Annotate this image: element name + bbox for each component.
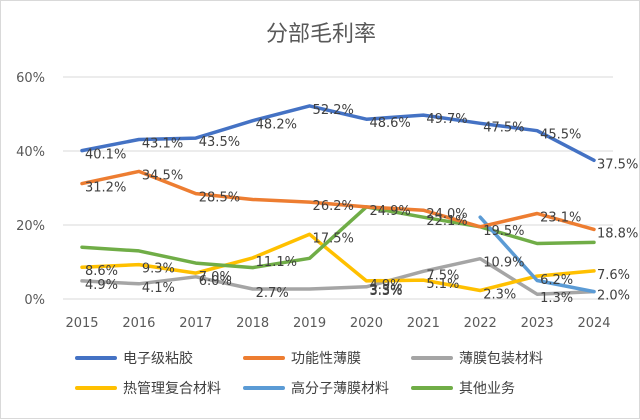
x-tick-label: 2020: [350, 316, 383, 331]
gridlines: [63, 76, 613, 300]
series-lines: [80, 104, 596, 296]
series-line-4: [80, 232, 596, 293]
x-tick-labels: 2015 2016 2017 2018 2019 2020 2021 2022 2023 2024: [65, 316, 610, 331]
data-label: 9.3%: [142, 262, 175, 277]
data-label: 11.1%: [256, 255, 297, 270]
legend-label-1: 电子级粘胶: [123, 350, 193, 367]
data-label: 52.2%: [313, 103, 354, 118]
data-label: 7.5%: [426, 268, 459, 283]
data-label: 22.1%: [426, 214, 467, 229]
data-label: 10.9%: [483, 256, 524, 271]
data-label: 28.5%: [199, 191, 240, 206]
series-line-3: [80, 256, 596, 296]
x-tick-label: 2023: [521, 316, 554, 331]
data-label: 48.6%: [369, 116, 410, 131]
data-label: 47.5%: [483, 120, 524, 135]
x-tick-label: 2016: [122, 316, 155, 331]
series-line-1: [80, 104, 596, 163]
data-label: 23.1%: [540, 211, 581, 226]
chart-title: 分部毛利率: [266, 22, 376, 47]
x-tick-label: 2018: [236, 316, 269, 331]
data-label: 5.1%: [426, 277, 459, 292]
data-label: 17.5%: [313, 231, 354, 246]
data-label: 19.5%: [483, 224, 524, 239]
data-label: 37.5%: [597, 157, 638, 172]
data-label: 3.5%: [369, 283, 402, 298]
data-label: 24.0%: [426, 207, 467, 222]
data-label: 26.2%: [313, 199, 354, 214]
data-label: 4.1%: [142, 281, 175, 296]
data-label: 31.2%: [85, 181, 126, 196]
x-tick-label: 2021: [407, 316, 440, 331]
legend-label-4: 热管理复合材料: [123, 380, 221, 397]
y-tick-labels: 0% 20% 40% 60%: [16, 71, 45, 308]
y-tick-label: 60%: [16, 71, 45, 86]
series-line-2: [80, 169, 596, 232]
data-labels: 40.1% 43.1% 43.5% 48.2% 52.2% 48.6% 49.7% 47.5%…: [85, 103, 638, 306]
x-tick-label: 2017: [179, 316, 212, 331]
y-tick-label: 40%: [16, 145, 45, 160]
series-line-5: [478, 215, 596, 294]
data-label: 6.2%: [540, 273, 573, 288]
data-label: 18.8%: [597, 226, 638, 241]
data-label: 7.0%: [199, 270, 232, 285]
legend-label-2: 功能性薄膜: [291, 351, 361, 367]
data-label: 4.9%: [85, 278, 118, 293]
series-line-6: [80, 205, 596, 270]
data-label: 7.6%: [597, 268, 630, 283]
data-label: 8.6%: [85, 264, 118, 279]
data-label: 6.0%: [199, 274, 232, 289]
data-label: 40.1%: [85, 148, 126, 163]
data-label: 1.3%: [540, 291, 573, 306]
y-tick-label: 20%: [16, 219, 45, 234]
data-label: 3.3%: [369, 284, 402, 299]
data-label: 43.5%: [199, 135, 240, 150]
legend-label-6: 其他业务: [459, 381, 515, 397]
data-label: 2.7%: [256, 286, 289, 301]
y-tick-label: 0%: [24, 293, 45, 308]
data-label: 4.9%: [369, 278, 402, 293]
data-label: 2.3%: [483, 287, 516, 302]
data-label: 34.5%: [142, 168, 183, 183]
data-label: 48.2%: [256, 118, 297, 133]
data-label: 2.0%: [597, 289, 630, 304]
x-tick-label: 2019: [293, 316, 326, 331]
data-label: 45.5%: [540, 128, 581, 143]
x-tick-label: 2015: [65, 316, 98, 331]
data-label: 49.7%: [426, 112, 467, 127]
x-tick-label: 2022: [464, 316, 497, 331]
legend-label-5: 高分子薄膜材料: [291, 380, 389, 397]
x-tick-label: 2024: [577, 316, 610, 331]
data-label: 43.1%: [142, 137, 183, 152]
legend-label-3: 薄膜包装材料: [459, 351, 543, 367]
data-label: 24.9%: [369, 204, 410, 219]
